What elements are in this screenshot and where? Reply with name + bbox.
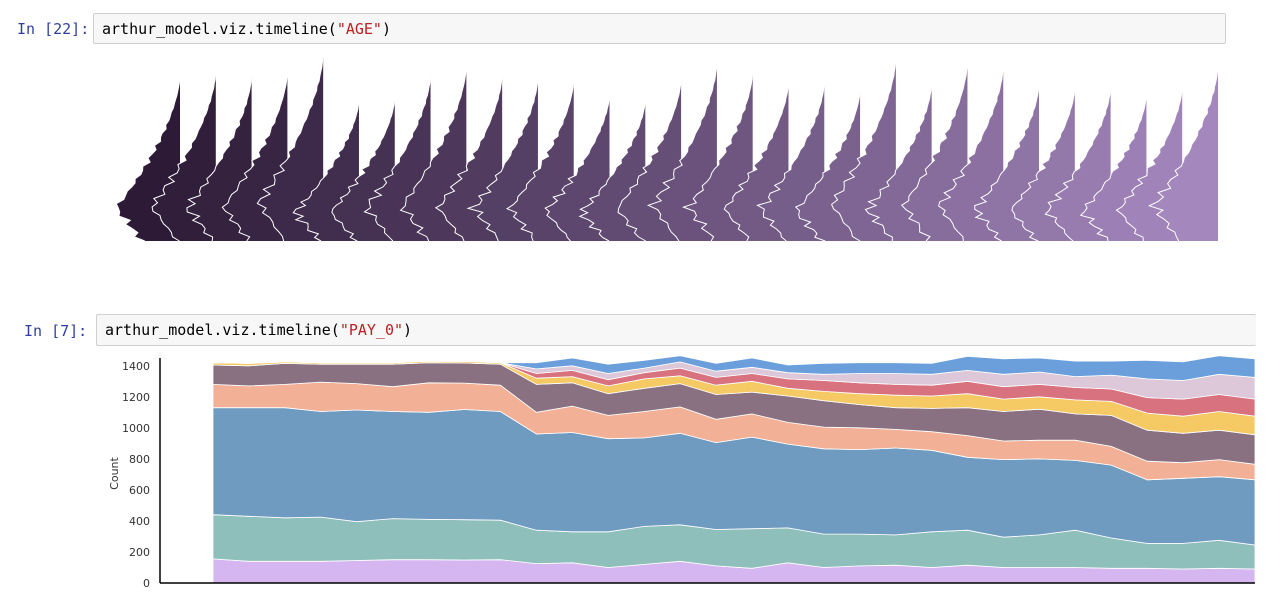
code-input-age[interactable]: arthur_model.viz.timeline("AGE")	[93, 13, 1226, 44]
code-input-pay0[interactable]: arthur_model.viz.timeline("PAY_0")	[96, 314, 1256, 346]
age-ridge-outline-10	[466, 77, 539, 242]
age-ridge-outline-5	[292, 99, 360, 242]
y-tick-label: 1200	[122, 391, 150, 404]
age-ridgeline-chart	[115, 52, 1219, 242]
age-ridge-outline-9	[434, 74, 503, 242]
age-ridge-outline-23	[938, 66, 1004, 242]
y-tick-label: 600	[129, 484, 150, 497]
code-prefix: arthur_model.viz.timeline(	[102, 20, 337, 38]
y-tick-label: 800	[129, 453, 150, 466]
y-tick-label: 200	[129, 546, 150, 559]
y-tick-label: 1000	[122, 422, 150, 435]
age-ridge-outline-28	[1115, 87, 1183, 242]
age-ridge-outline-24	[974, 83, 1040, 242]
age-ridge-outline-12	[544, 94, 610, 242]
age-ridge-outline-11	[505, 79, 575, 242]
y-tick-label: 400	[129, 515, 150, 528]
code-string-arg: "PAY_0"	[339, 321, 404, 339]
age-ridge-outline-15	[646, 62, 718, 242]
code-suffix: )	[403, 321, 413, 339]
age-ridge-outline-3	[221, 71, 288, 242]
y-axis-label: Count	[108, 456, 121, 489]
age-ridge-outline-1	[151, 71, 217, 242]
age-ridge-outline-4	[256, 52, 324, 242]
age-ridge-outline-29	[1147, 64, 1219, 242]
age-ridge-outline-0	[115, 74, 181, 242]
age-ridge-29	[1149, 64, 1218, 242]
age-ridge-outline-25	[1011, 87, 1076, 242]
cell-prompt-22: In [22]:	[17, 20, 90, 38]
code-prefix: arthur_model.viz.timeline(	[105, 321, 340, 339]
age-ridge-outline-2	[186, 75, 253, 242]
age-ridge-outline-8	[399, 65, 467, 242]
area-series-8	[212, 355, 1256, 381]
y-tick-label: 0	[143, 577, 150, 590]
cell-prompt-7: In [7]:	[24, 322, 88, 340]
y-tick-label: 1400	[122, 360, 150, 373]
age-ridge-4	[257, 53, 324, 241]
age-ridge-outline-18	[756, 82, 825, 242]
age-ridge-outline-27	[1079, 94, 1147, 242]
code-string-arg: "AGE"	[336, 20, 382, 38]
age-ridge-outline-13	[578, 99, 646, 242]
age-ridge-outline-7	[363, 74, 432, 242]
age-ridge-outline-17	[723, 81, 789, 242]
age-ridge-outline-14	[617, 78, 682, 242]
code-suffix: )	[381, 20, 391, 38]
age-ridge-outline-21	[864, 83, 933, 242]
age-ridge-outline-6	[331, 97, 396, 242]
age-ridge-outline-20	[830, 57, 897, 242]
age-ridge-outline-16	[681, 71, 754, 242]
age-ridge-outline-22	[900, 61, 968, 242]
age-ridge-outline-19	[794, 89, 861, 242]
age-ridge-outline-26	[1044, 86, 1112, 242]
